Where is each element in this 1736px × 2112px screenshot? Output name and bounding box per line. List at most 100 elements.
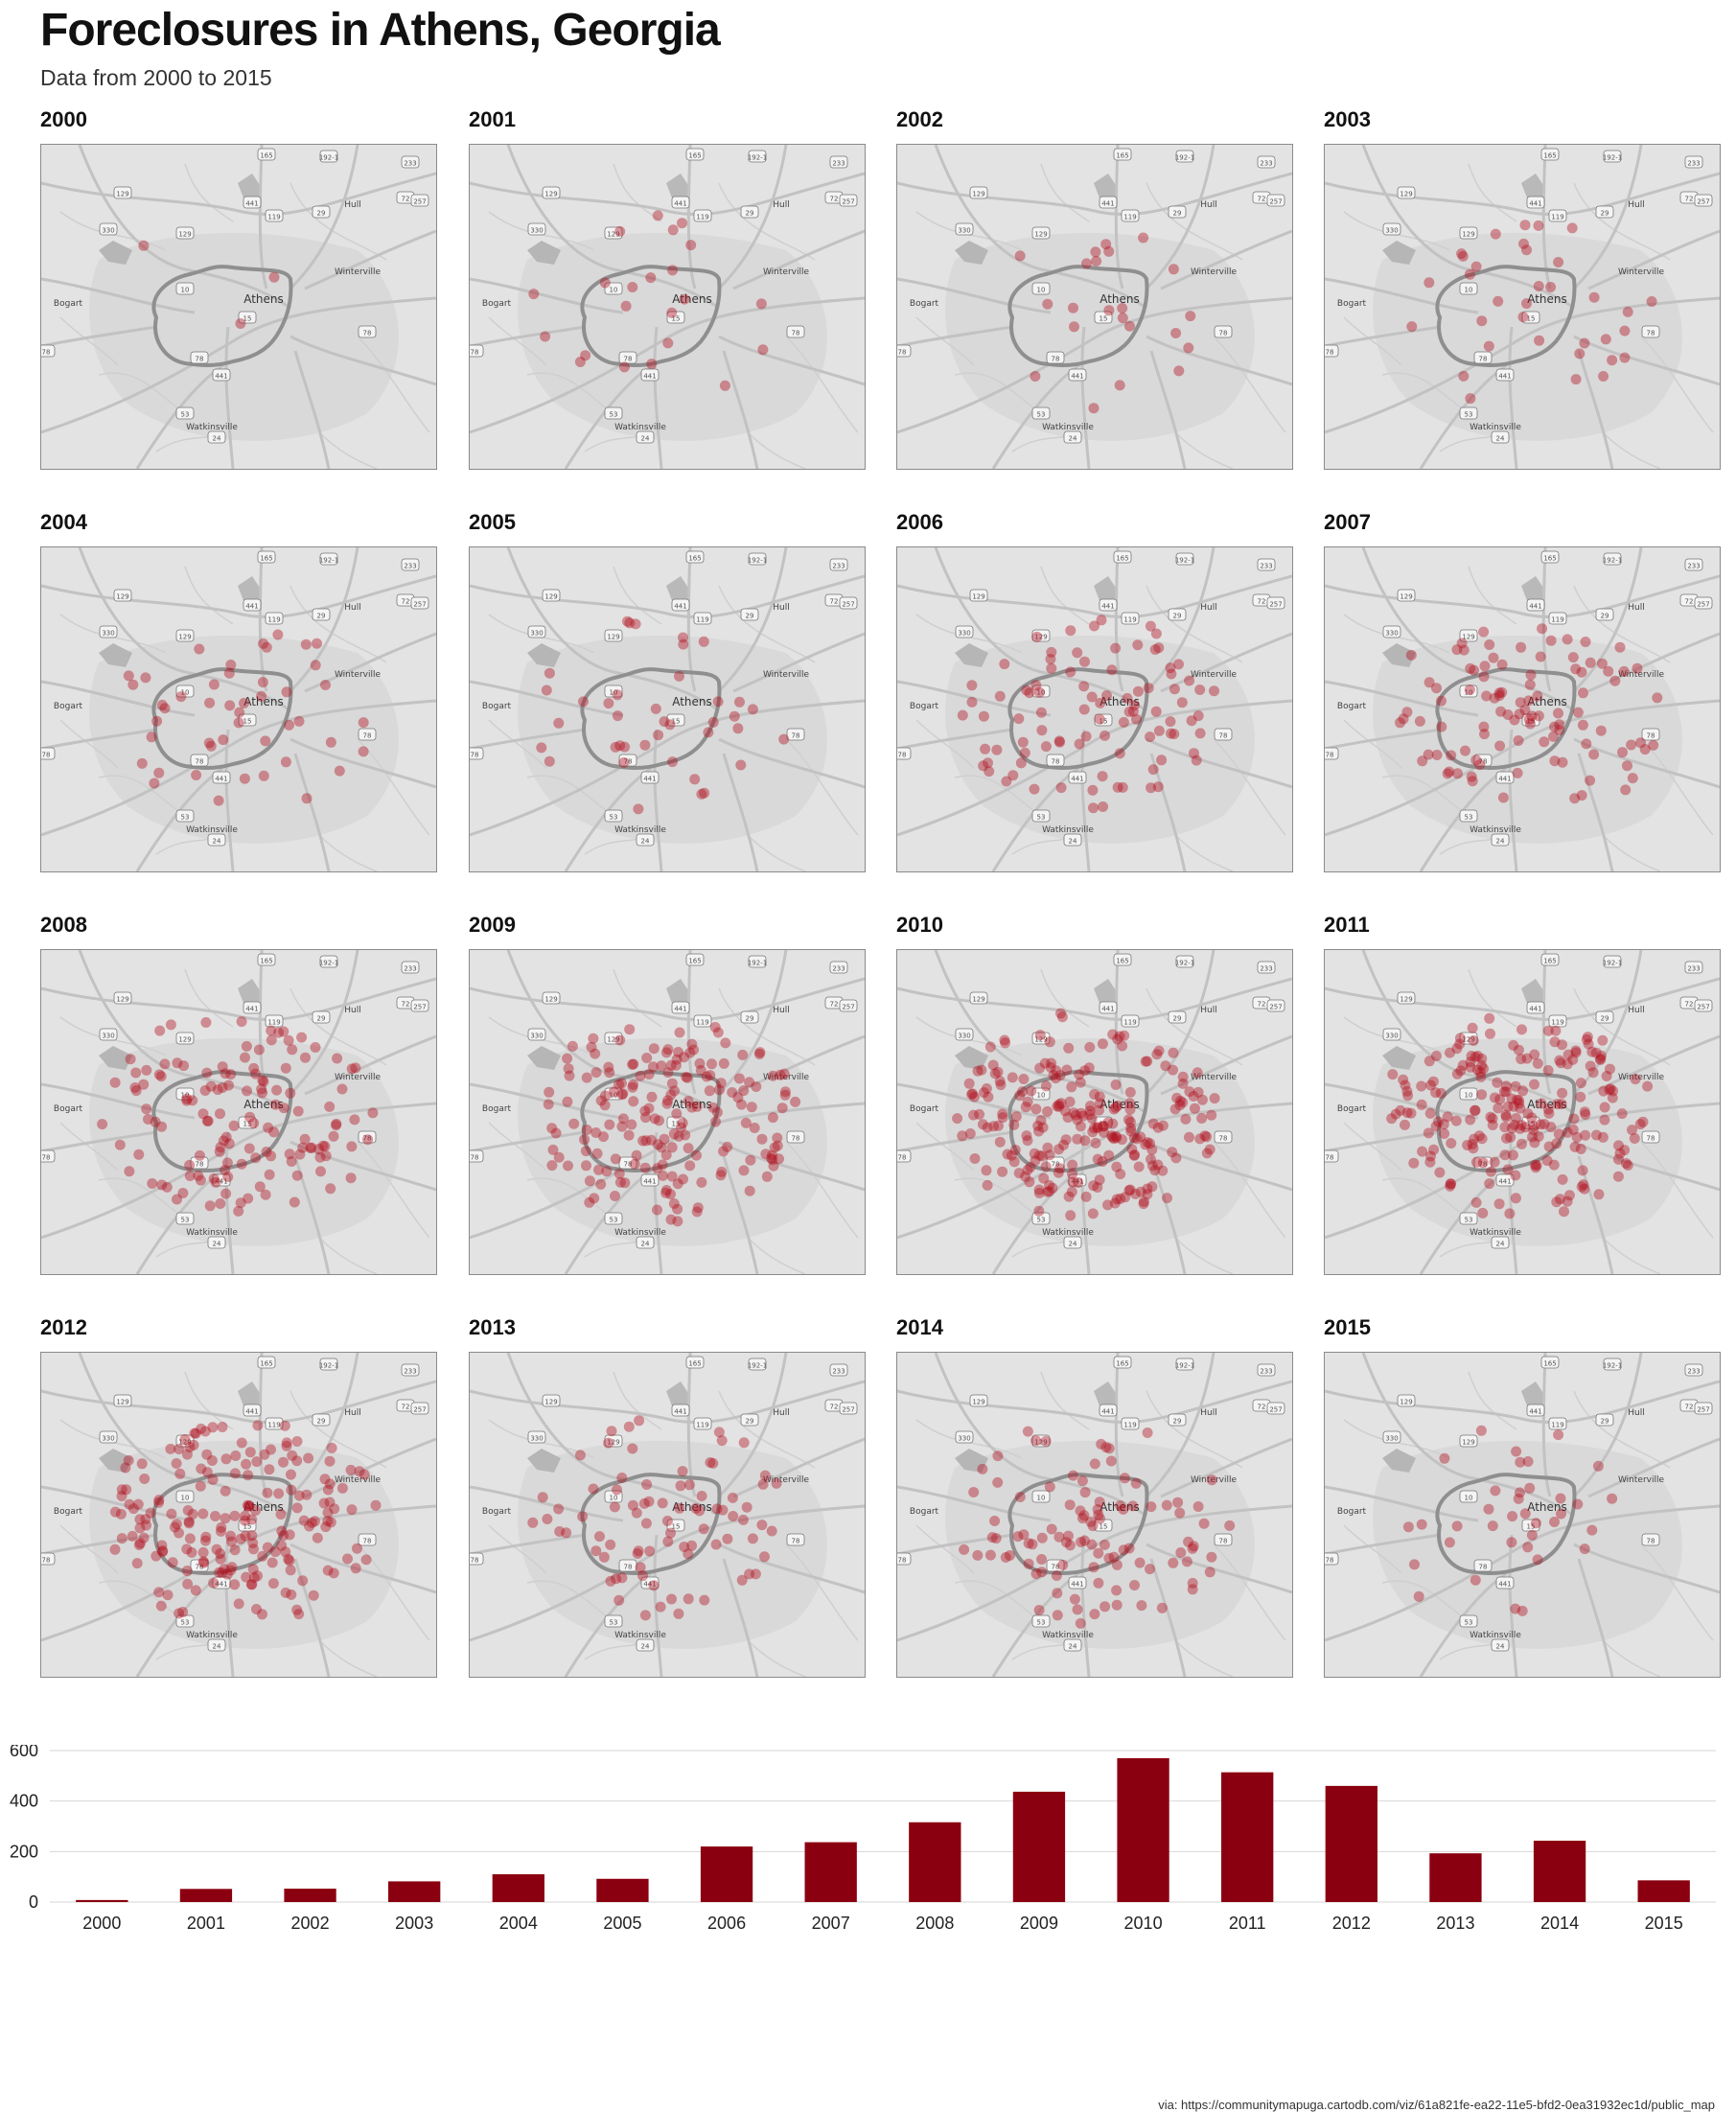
foreclosure-point	[1451, 1068, 1463, 1079]
foreclosure-point	[1034, 1062, 1046, 1074]
foreclosure-point	[652, 1163, 663, 1174]
foreclosure-point	[684, 1047, 696, 1058]
route-shield: 441	[1526, 1001, 1545, 1014]
svg-text:72: 72	[1258, 196, 1266, 203]
foreclosure-point	[1107, 1029, 1119, 1040]
foreclosure-point	[157, 1545, 169, 1557]
foreclosure-point	[1552, 1099, 1563, 1110]
foreclosure-point	[260, 735, 271, 747]
foreclosure-point	[616, 1473, 628, 1483]
route-shield: 29	[312, 1010, 331, 1024]
foreclosure-point	[1484, 1178, 1495, 1190]
foreclosure-point	[678, 632, 688, 643]
route-shield: 129	[1459, 1434, 1478, 1448]
foreclosure-point	[1108, 1103, 1120, 1115]
foreclosure-point	[976, 1064, 987, 1076]
route-shield: 129	[113, 1394, 132, 1407]
foreclosure-point	[271, 1084, 283, 1096]
route-shield: 441	[1526, 598, 1545, 612]
svg-text:441: 441	[643, 1178, 656, 1186]
foreclosure-point	[604, 1119, 615, 1130]
foreclosure-point	[320, 1521, 332, 1533]
foreclosure-point	[1174, 1095, 1186, 1106]
foreclosure-point	[1106, 1130, 1118, 1141]
foreclosure-point	[968, 1109, 980, 1121]
svg-text:78: 78	[898, 752, 907, 759]
foreclosure-point	[645, 1134, 657, 1146]
x-tick-label: 2015	[1645, 1914, 1683, 1933]
foreclosure-point	[328, 1567, 339, 1579]
foreclosure-point	[1622, 306, 1633, 317]
svg-text:72: 72	[830, 1001, 839, 1009]
route-shield: 78	[41, 747, 56, 760]
route-shield: 192-1	[319, 150, 338, 163]
foreclosure-point	[668, 1198, 680, 1209]
foreclosure-point	[1567, 1054, 1579, 1065]
foreclosure-point	[1111, 1585, 1123, 1596]
foreclosure-point	[166, 1508, 177, 1520]
perimeter-loop	[151, 667, 293, 770]
route-shield: 15	[1521, 311, 1540, 324]
x-tick-label: 2002	[291, 1914, 330, 1933]
foreclosure-point	[165, 1019, 176, 1031]
route-shield: 78	[1046, 1156, 1065, 1170]
foreclosure-point	[1046, 1523, 1057, 1535]
foreclosure-point	[1030, 1435, 1042, 1447]
route-shield: 257	[1266, 1402, 1285, 1415]
foreclosure-point	[1416, 1080, 1427, 1092]
foreclosure-point	[1079, 1535, 1090, 1546]
map-panel-2009: 165 192-1 233 129 441 72 257 330 119 29 129 10 15 78 7…	[469, 949, 866, 1275]
foreclosure-point	[1413, 1590, 1424, 1602]
foreclosure-point	[681, 1071, 692, 1082]
foreclosure-point	[715, 1078, 727, 1089]
foreclosure-point	[627, 1443, 638, 1454]
foreclosure-point	[1042, 1186, 1053, 1197]
foreclosure-point	[136, 757, 148, 769]
foreclosure-point	[595, 1095, 607, 1106]
foreclosure-point	[969, 1091, 980, 1102]
foreclosure-point	[720, 1037, 731, 1049]
foreclosure-point	[1160, 1060, 1171, 1072]
panel-year-label: 2010	[896, 913, 943, 937]
route-shield: 78	[1214, 325, 1233, 338]
route-shield: 78	[190, 1559, 209, 1572]
foreclosure-point	[124, 1498, 135, 1510]
foreclosure-point	[1054, 1163, 1066, 1174]
foreclosure-point	[988, 1121, 1000, 1132]
foreclosure-point	[201, 1067, 213, 1079]
foreclosure-point	[1008, 1156, 1020, 1168]
foreclosure-point	[1414, 715, 1425, 727]
route-shield: 165	[685, 550, 705, 564]
foreclosure-point	[968, 1487, 980, 1497]
foreclosure-point	[1555, 1493, 1566, 1504]
foreclosure-point	[1496, 686, 1508, 698]
route-shield: 192-1	[319, 955, 338, 968]
foreclosure-point	[1175, 1547, 1187, 1558]
route-shield: 78	[358, 1130, 377, 1144]
foreclosure-point	[1581, 738, 1592, 750]
perimeter-loop	[151, 1473, 293, 1575]
route-shield: 53	[175, 809, 195, 823]
foreclosure-point	[1502, 1101, 1514, 1112]
svg-text:78: 78	[196, 356, 204, 363]
route-shield: 129	[175, 629, 195, 642]
foreclosure-point	[1424, 1107, 1436, 1119]
svg-text:129: 129	[1462, 634, 1474, 641]
route-shield: 165	[1113, 550, 1132, 564]
route-shield: 441	[1495, 1576, 1515, 1590]
foreclosure-point	[360, 1554, 372, 1566]
route-shield: 233	[1257, 558, 1276, 571]
foreclosure-point	[319, 1141, 331, 1152]
foreclosure-point	[1096, 615, 1107, 626]
foreclosure-point	[563, 1160, 573, 1172]
foreclosure-point	[676, 1122, 686, 1133]
svg-text:78: 78	[792, 1538, 800, 1545]
perimeter-loop	[580, 667, 722, 770]
foreclosure-point	[1015, 757, 1027, 769]
foreclosure-point	[116, 1484, 127, 1496]
foreclosure-point	[109, 1077, 121, 1088]
foreclosure-point	[1574, 348, 1586, 360]
label-athens: Athens	[672, 1098, 712, 1111]
